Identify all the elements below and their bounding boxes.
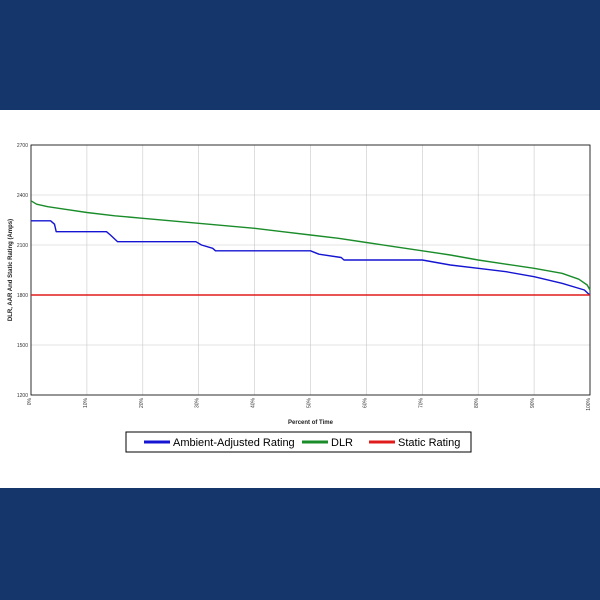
y-tick-label: 2100	[17, 243, 28, 249]
y-tick-label: 1500	[17, 343, 28, 349]
series-lines	[30, 200, 591, 296]
y-axis-title: DLR, AAR And Static Rating (Amps)	[8, 219, 14, 321]
x-tick-label: 60%	[362, 397, 368, 408]
legend-label-static-rating: Static Rating	[398, 437, 460, 449]
line-chart: 1200 1500 1800 2100 2400 2700 0% 10% 20% 30% 40% 5…	[8, 143, 592, 453]
x-tick-label: 100%	[586, 397, 592, 410]
x-tick-label: 40%	[251, 397, 257, 408]
x-tick-label: 0%	[27, 397, 33, 405]
x-tick-label: 50%	[307, 397, 313, 408]
chart-panel: 1200 1500 1800 2100 2400 2700 0% 10% 20% 30% 40% 5…	[0, 110, 600, 488]
x-tick-label: 90%	[530, 397, 536, 408]
plot-area	[30, 144, 591, 396]
legend-label-dlr: DLR	[331, 437, 353, 449]
series-line-dlr	[30, 200, 591, 291]
x-tick-label: 20%	[139, 397, 145, 408]
y-tick-label: 2700	[17, 143, 28, 149]
y-axis: 1200 1500 1800 2100 2400 2700	[17, 143, 28, 399]
series-line-ambient-adjusted-rating	[31, 220, 591, 296]
x-tick-label: 30%	[195, 397, 201, 408]
x-tick-label: 10%	[83, 397, 89, 408]
chart-grid	[30, 144, 591, 396]
x-axis-title: Percent of Time	[288, 420, 334, 426]
legend: Ambient-Adjusted Rating DLR Static Rating	[125, 431, 472, 453]
x-tick-label: 70%	[418, 397, 424, 408]
legend-label-ambient-adjusted-rating: Ambient-Adjusted Rating	[173, 437, 295, 449]
legend-box	[125, 431, 472, 453]
x-tick-label: 80%	[474, 397, 480, 408]
y-tick-label: 2400	[17, 193, 28, 199]
y-tick-label: 1800	[17, 293, 28, 299]
y-tick-label: 1200	[17, 393, 28, 399]
x-axis: 0% 10% 20% 30% 40% 50% 60% 70% 80% 90% 100%	[27, 397, 592, 410]
